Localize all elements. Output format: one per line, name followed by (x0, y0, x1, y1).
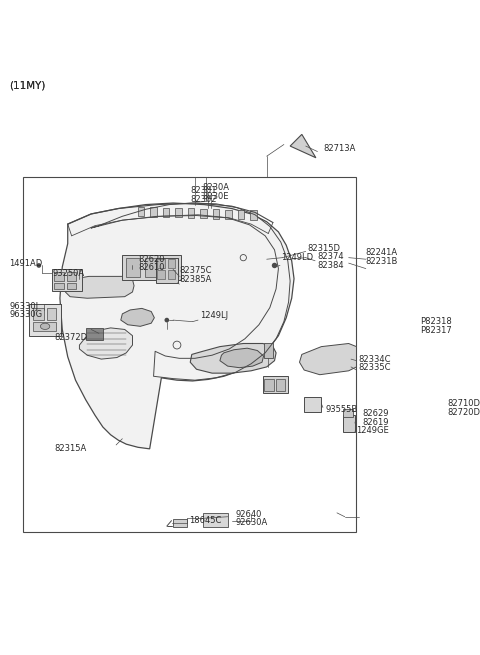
Bar (126, 259, 140, 277)
Bar (168, 259, 175, 268)
Text: 82231B: 82231B (366, 257, 398, 266)
Bar (33, 309, 44, 320)
Circle shape (36, 263, 41, 268)
Bar (33, 322, 56, 331)
Polygon shape (220, 348, 264, 367)
Bar (264, 343, 273, 358)
Bar (67, 282, 76, 289)
Polygon shape (150, 208, 156, 217)
Polygon shape (225, 210, 232, 219)
Text: 82384: 82384 (317, 261, 344, 270)
Circle shape (165, 318, 169, 322)
Text: 93555B: 93555B (325, 405, 358, 413)
Bar (263, 376, 288, 394)
Bar (168, 270, 175, 279)
Text: 96330J: 96330J (9, 301, 38, 310)
Text: 92640: 92640 (236, 510, 262, 519)
Polygon shape (238, 210, 244, 219)
Text: 82610: 82610 (138, 263, 165, 272)
Text: 82713A: 82713A (323, 144, 355, 153)
Polygon shape (300, 343, 357, 375)
Polygon shape (121, 309, 155, 326)
Bar (343, 415, 355, 432)
Bar (23, 178, 357, 533)
Text: 1249LD: 1249LD (281, 253, 313, 262)
Text: 82301: 82301 (190, 186, 217, 195)
Polygon shape (138, 207, 144, 216)
Ellipse shape (40, 323, 50, 329)
Bar (85, 328, 103, 341)
Text: 1249GE: 1249GE (357, 426, 389, 436)
Text: 1249LJ: 1249LJ (200, 311, 228, 320)
Polygon shape (251, 210, 257, 220)
Text: 82315D: 82315D (307, 244, 340, 253)
Text: 82334C: 82334C (359, 354, 391, 364)
Text: 82302: 82302 (190, 195, 217, 204)
Text: 82620: 82620 (138, 255, 165, 264)
Bar (203, 513, 228, 527)
Text: 82619: 82619 (362, 418, 388, 427)
Polygon shape (200, 209, 206, 218)
Polygon shape (65, 276, 134, 298)
Polygon shape (190, 343, 276, 373)
Polygon shape (60, 203, 294, 449)
Text: 82375C: 82375C (180, 267, 212, 275)
Bar (157, 270, 165, 279)
Circle shape (272, 263, 277, 268)
Text: (11MY): (11MY) (9, 81, 46, 91)
Text: 93250A: 93250A (52, 269, 84, 278)
Text: P82318: P82318 (420, 317, 452, 326)
Bar (157, 259, 165, 268)
Polygon shape (290, 134, 316, 158)
Text: 82335C: 82335C (359, 363, 391, 372)
Bar (276, 379, 286, 391)
Bar (122, 255, 181, 280)
Bar (47, 309, 56, 320)
Polygon shape (213, 209, 219, 219)
Text: 82629: 82629 (362, 409, 388, 419)
Text: 82315A: 82315A (54, 443, 87, 453)
Bar (343, 409, 352, 417)
Bar (156, 257, 178, 282)
Bar (173, 519, 187, 527)
Text: P82317: P82317 (420, 326, 452, 335)
Bar (264, 379, 274, 391)
Bar (145, 259, 159, 277)
Bar (54, 272, 64, 281)
Text: 82241A: 82241A (366, 248, 398, 257)
Bar (52, 269, 82, 291)
Polygon shape (175, 208, 181, 217)
Text: 1491AD: 1491AD (9, 259, 42, 268)
Bar (54, 282, 64, 289)
Bar (164, 259, 178, 277)
Text: 8230A: 8230A (203, 183, 230, 192)
Text: 92630A: 92630A (236, 519, 268, 527)
Bar (67, 272, 76, 281)
Polygon shape (79, 328, 132, 359)
Text: 82385A: 82385A (180, 275, 212, 284)
Text: 82710D: 82710D (448, 399, 480, 408)
Text: 82720D: 82720D (448, 407, 480, 417)
Text: 18645C: 18645C (189, 516, 221, 525)
Bar (304, 396, 321, 412)
Text: 82372D: 82372D (54, 333, 87, 342)
Bar (29, 305, 61, 336)
Text: 96330G: 96330G (9, 310, 42, 319)
Polygon shape (163, 208, 169, 217)
Text: (11MY): (11MY) (9, 81, 46, 91)
Text: 82374: 82374 (317, 252, 344, 261)
Polygon shape (188, 208, 194, 218)
Text: 8230E: 8230E (203, 191, 229, 200)
